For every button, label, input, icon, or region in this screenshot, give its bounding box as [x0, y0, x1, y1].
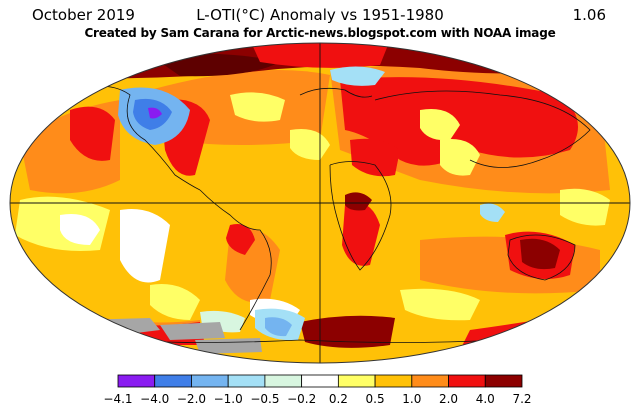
legend-swatch — [154, 374, 192, 388]
globe-outline — [9, 42, 631, 364]
credit-line: Created by Sam Carana for Arctic-news.bl… — [84, 26, 556, 40]
antarctic-warm-patch — [300, 315, 395, 348]
legend-tick-label: −0.5 — [250, 392, 279, 406]
legend-tick-label: −4.1 — [103, 392, 132, 406]
legend-swatch — [448, 374, 486, 388]
map-title: L-OTI(°C) Anomaly vs 1951-1980 — [196, 6, 444, 24]
legend-swatch — [191, 374, 229, 388]
legend-tick-label: 0.5 — [366, 392, 385, 406]
legend-swatch — [337, 374, 376, 388]
legend-tick-label: 0.2 — [329, 392, 348, 406]
legend-tick-label: −0.2 — [287, 392, 316, 406]
legend-swatch — [301, 374, 339, 388]
legend-swatch — [374, 374, 413, 388]
date-label: October 2019 — [32, 6, 135, 24]
legend-swatch — [227, 374, 266, 388]
legend-tick-label: 4.0 — [476, 392, 495, 406]
legend-tick-label: 7.2 — [512, 392, 531, 406]
legend-swatch — [411, 374, 449, 388]
legend-swatch — [484, 374, 523, 388]
legend-tick-label: −4.0 — [140, 392, 169, 406]
legend-tick-label: 1.0 — [402, 392, 421, 406]
legend-tick-label: −2.0 — [177, 392, 206, 406]
legend-swatch — [264, 374, 303, 388]
legend-tick-label: −1.0 — [214, 392, 243, 406]
global-mean-value: 1.06 — [572, 6, 606, 24]
legend-swatch — [117, 374, 156, 388]
legend-tick-label: 2.0 — [439, 392, 458, 406]
